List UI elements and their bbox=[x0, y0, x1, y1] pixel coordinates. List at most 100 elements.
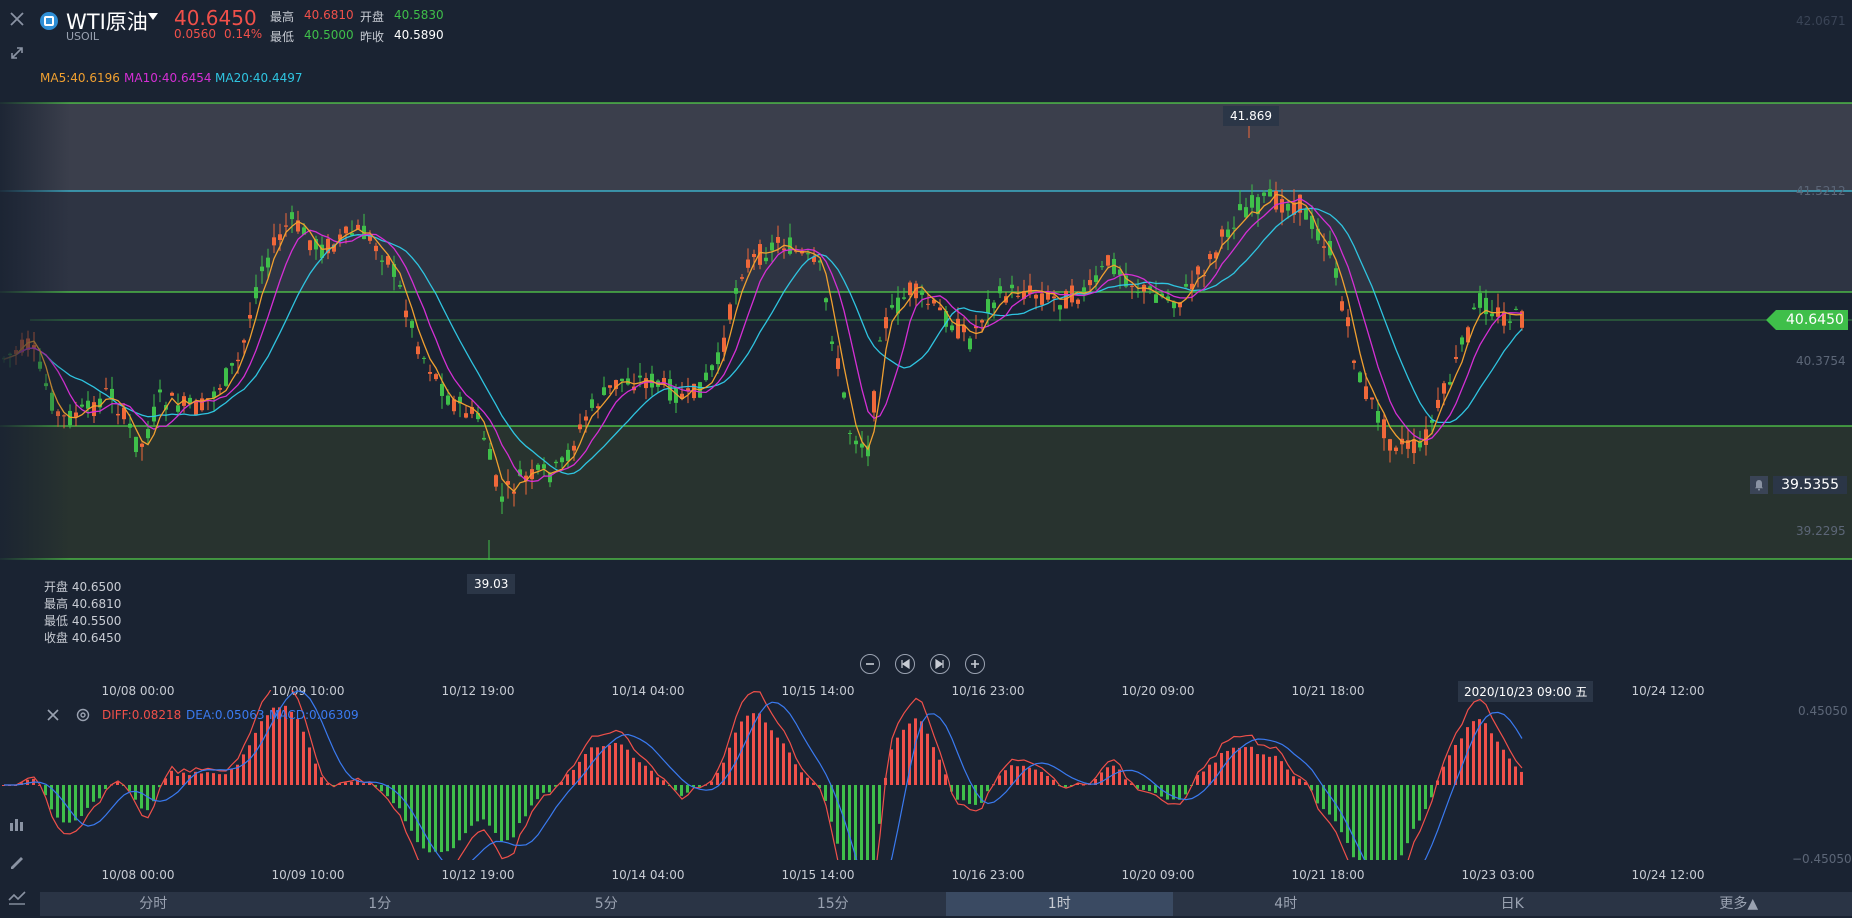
candle bbox=[512, 491, 516, 494]
chevron-down-icon[interactable] bbox=[148, 13, 158, 21]
macd-bar bbox=[134, 785, 137, 800]
macd-bar bbox=[728, 747, 731, 785]
macd-bar bbox=[710, 781, 713, 785]
macd-bar bbox=[1484, 723, 1487, 785]
candle bbox=[176, 405, 180, 412]
macd-bar bbox=[1256, 754, 1259, 785]
candle bbox=[854, 440, 858, 445]
period-tab[interactable]: 1时 bbox=[946, 892, 1173, 916]
macd-bar bbox=[1262, 754, 1265, 785]
candle bbox=[752, 253, 756, 258]
candle bbox=[500, 496, 504, 502]
candle bbox=[308, 240, 312, 251]
candle bbox=[1292, 202, 1296, 215]
ohlc-low: 最低 40.5500 bbox=[44, 614, 122, 628]
period-tab[interactable]: 1分 bbox=[368, 896, 392, 912]
macd-bar bbox=[638, 762, 641, 785]
bell-icon[interactable] bbox=[1750, 475, 1768, 494]
macd-bar bbox=[686, 785, 689, 793]
time-label: 10/21 18:00 bbox=[1291, 684, 1365, 698]
candle bbox=[1340, 301, 1344, 311]
candle bbox=[1178, 302, 1182, 308]
macd-bar bbox=[932, 747, 935, 785]
candle bbox=[476, 413, 480, 420]
macd-close-button[interactable] bbox=[46, 707, 60, 726]
macd-bar bbox=[1370, 785, 1373, 860]
macd-bar bbox=[818, 785, 821, 789]
macd-settings-button[interactable] bbox=[76, 707, 90, 726]
macd-bar bbox=[248, 745, 251, 785]
period-tab[interactable]: 4时 bbox=[1274, 896, 1298, 912]
candle bbox=[344, 226, 348, 234]
period-tab[interactable]: 5分 bbox=[594, 896, 618, 912]
macd-bar bbox=[92, 785, 95, 802]
candle bbox=[1214, 252, 1218, 259]
macd-bar bbox=[242, 754, 245, 785]
candle bbox=[992, 302, 996, 309]
macd-bar bbox=[1412, 785, 1415, 829]
macd-chart[interactable] bbox=[0, 690, 1852, 860]
next-icon bbox=[935, 659, 944, 669]
scroll-start-button[interactable] bbox=[895, 654, 915, 674]
macd-bar bbox=[614, 742, 617, 785]
symbol-title[interactable]: WTI原油 bbox=[66, 10, 148, 34]
macd-bar bbox=[482, 785, 485, 820]
macd-bar bbox=[806, 777, 809, 785]
macd-bar bbox=[1034, 769, 1037, 785]
macd-bar bbox=[1406, 785, 1409, 844]
expand-button[interactable] bbox=[4, 40, 30, 66]
candle bbox=[1508, 321, 1512, 323]
macd-bar bbox=[1490, 733, 1493, 785]
macd-bar bbox=[86, 785, 89, 808]
macd-bar bbox=[740, 721, 743, 785]
macd-bar bbox=[1208, 764, 1211, 785]
candle bbox=[332, 244, 336, 252]
candle bbox=[1124, 275, 1128, 287]
macd-bar bbox=[1268, 756, 1271, 785]
period-tab[interactable]: 更多▲ bbox=[1719, 896, 1759, 912]
high-label: 最高 bbox=[270, 10, 295, 24]
macd-bar bbox=[890, 749, 893, 785]
scroll-end-button[interactable] bbox=[930, 654, 950, 674]
macd-bar bbox=[1250, 746, 1253, 785]
zoom-in-icon bbox=[971, 660, 979, 668]
candle bbox=[230, 363, 234, 366]
macd-bar bbox=[1340, 785, 1343, 833]
price-alert[interactable]: 39.5355 bbox=[1750, 474, 1847, 494]
zoom-out-button[interactable] bbox=[860, 654, 880, 674]
macd-bar bbox=[116, 781, 119, 785]
chart-type-button[interactable] bbox=[4, 884, 30, 910]
macd-bar bbox=[1520, 771, 1523, 785]
period-tab-bar: 分时 1分 5分 15分 1时 4时 日K 更多▲ bbox=[40, 892, 1852, 916]
period-tab[interactable]: 15分 bbox=[816, 896, 849, 912]
close-chart-button[interactable] bbox=[4, 6, 30, 32]
candle bbox=[146, 429, 150, 439]
candle bbox=[938, 307, 942, 311]
candle bbox=[296, 220, 300, 232]
macd-bar bbox=[956, 785, 959, 800]
indicator-button[interactable] bbox=[4, 812, 30, 838]
zoom-in-button[interactable] bbox=[965, 654, 985, 674]
candle bbox=[884, 317, 888, 329]
candle bbox=[1256, 197, 1260, 215]
candle bbox=[704, 372, 708, 381]
macd-bar bbox=[824, 785, 827, 801]
period-tab[interactable]: 分时 bbox=[139, 896, 168, 912]
period-tab[interactable]: 日K bbox=[1500, 896, 1524, 912]
candle bbox=[956, 318, 960, 339]
candle bbox=[86, 400, 90, 409]
macd-bar bbox=[554, 785, 557, 787]
candle bbox=[1220, 229, 1224, 237]
macd-bar bbox=[524, 785, 527, 817]
candle bbox=[896, 297, 900, 314]
draw-tool-button[interactable] bbox=[4, 848, 30, 874]
macd-bar bbox=[1160, 785, 1163, 797]
macd-bar bbox=[1016, 766, 1019, 785]
prev-close-value: 40.5890 bbox=[394, 28, 444, 42]
macd-bar bbox=[680, 785, 683, 796]
macd-bar bbox=[896, 737, 899, 785]
main-chart[interactable] bbox=[0, 0, 1852, 690]
macd-bar bbox=[968, 785, 971, 804]
time-label: 10/23 03:00 bbox=[1461, 868, 1535, 882]
macd-bar bbox=[1502, 749, 1505, 785]
